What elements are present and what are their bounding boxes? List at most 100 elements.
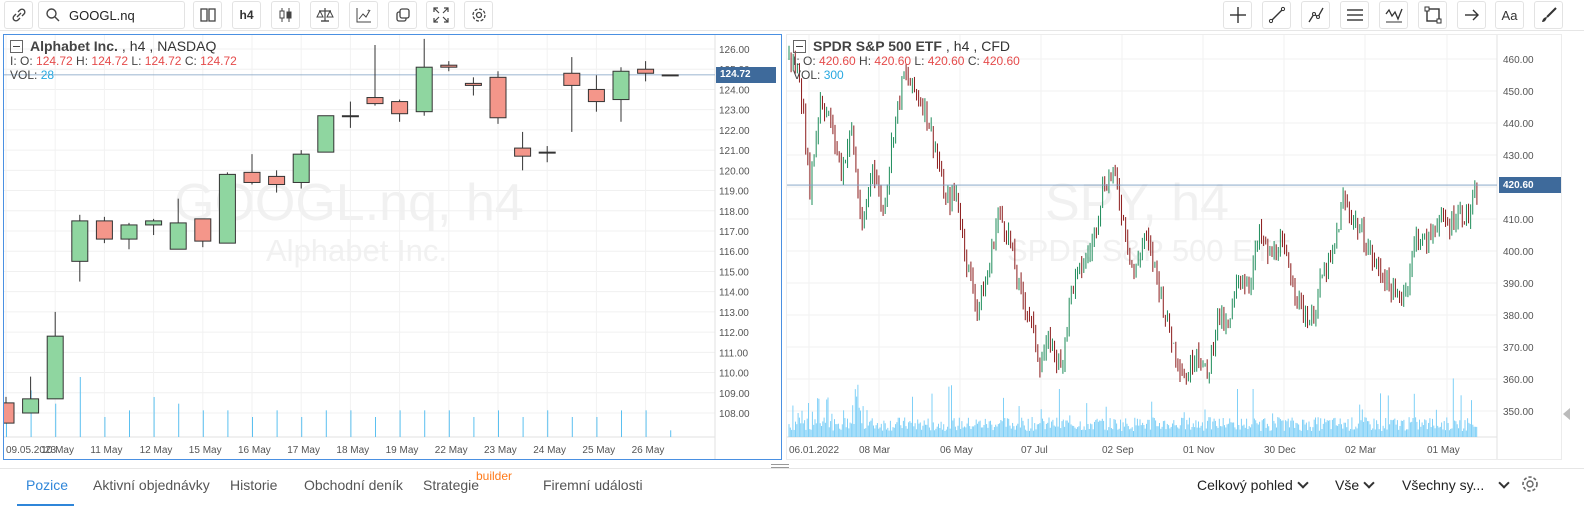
timeframe-button[interactable]: h4 <box>232 1 261 29</box>
candle-body <box>637 68 655 74</box>
timeframe-label: h4 <box>239 8 254 22</box>
shapes-icon[interactable] <box>388 1 417 29</box>
gear-icon[interactable] <box>1520 474 1540 494</box>
candle-body <box>366 97 384 105</box>
view-dropdown[interactable]: Celkový pohled <box>1197 476 1309 493</box>
symbol-search-field[interactable]: GOOGL.nq <box>38 1 185 29</box>
candle-series <box>788 45 1478 385</box>
y-tick-label: 460.00 <box>1503 55 1534 66</box>
y-tick-label: 112.00 <box>719 328 749 339</box>
x-tick-label: 18 May <box>336 445 369 456</box>
collapse-icon[interactable] <box>10 39 23 53</box>
scale-icon[interactable] <box>310 1 339 29</box>
arrow-icon[interactable] <box>1457 1 1486 29</box>
candle-body <box>95 220 113 240</box>
x-tick-label: 08 Mar <box>859 445 891 456</box>
exchange: CFD <box>981 38 1011 54</box>
rect-icon[interactable] <box>1418 1 1447 29</box>
y-tick-label: 115.00 <box>719 267 749 278</box>
brush-icon[interactable] <box>1534 1 1563 29</box>
chevron-down-icon <box>1363 476 1375 489</box>
y-tick-label: 450.00 <box>1503 87 1534 98</box>
indicator-icon[interactable]: + <box>349 1 378 29</box>
candlestick-chart-spy[interactable]: 460.00450.00440.00430.00420.00410.00400.… <box>787 35 1561 459</box>
panel-resize-handle[interactable] <box>771 464 789 469</box>
x-tick-label: 02 Sep <box>1102 445 1134 456</box>
candlestick-chart-alphabet[interactable]: 126.00125.00124.00123.00122.00121.00120.… <box>4 35 781 459</box>
candle-body <box>22 398 40 414</box>
y-tick-label: 113.00 <box>719 308 749 319</box>
x-tick-label: 25 May <box>582 445 615 456</box>
line-icon[interactable] <box>1262 1 1291 29</box>
ohlc-readout: I: O: 420.60 H: 420.60 L: 420.60 C: 420.… <box>793 54 1020 68</box>
trend-icon[interactable] <box>1301 1 1330 29</box>
view-dropdown-label: Celkový pohled <box>1197 477 1293 493</box>
candle-body <box>341 115 359 118</box>
symbols-dropdown-label: Všechny sy... <box>1402 477 1485 493</box>
candle-body <box>317 115 335 153</box>
tab-strategie[interactable]: Strategie <box>423 477 480 493</box>
fullscreen-icon[interactable] <box>426 1 455 29</box>
filter-dropdown[interactable]: Vše <box>1335 476 1375 493</box>
x-tick-label: 23 May <box>484 445 517 456</box>
symbols-dropdown[interactable]: Všechny sy... <box>1402 476 1510 493</box>
y-tick-label: 117.00 <box>719 227 749 238</box>
candle-body <box>661 74 679 77</box>
last-price-label: 420.60 <box>1499 177 1561 194</box>
y-tick-label: 119.00 <box>719 187 749 198</box>
link-icon[interactable] <box>4 1 33 29</box>
x-tick-label: 10 May <box>41 445 74 456</box>
candles-icon[interactable] <box>271 1 300 29</box>
x-tick-label: 06 May <box>940 445 973 456</box>
watermark-symbol: SPY, h4 <box>1045 174 1230 232</box>
chart-panel-alphabet[interactable]: GOOGL.nq, h4 Alphabet Inc. 126.00125.001… <box>3 34 782 460</box>
x-tick-label: 19 May <box>386 445 419 456</box>
x-tick-label: 01 Nov <box>1183 445 1215 456</box>
chevron-down-icon <box>1297 476 1309 489</box>
y-tick-label: 400.00 <box>1503 247 1534 258</box>
y-tick-label: 360.00 <box>1503 375 1534 386</box>
chart-legend: Alphabet Inc., h4, NASDAQ I: O: 124.72 H… <box>10 38 237 82</box>
y-tick-label: 116.00 <box>719 247 749 258</box>
y-tick-label: 120.00 <box>719 166 750 177</box>
candle-body <box>464 82 482 86</box>
candle-body <box>169 222 187 250</box>
top-toolbar: GOOGL.nq h4 + Aa <box>0 0 1584 31</box>
y-tick-label: 122.00 <box>719 126 750 137</box>
x-tick-label: 16 May <box>238 445 271 456</box>
timeframe: h4 <box>953 38 970 54</box>
crosshair-icon[interactable] <box>1223 1 1252 29</box>
pattern-icon[interactable] <box>1379 1 1408 29</box>
x-tick-label: 01 May <box>1427 445 1460 456</box>
tab-historie[interactable]: Historie <box>230 477 278 493</box>
tab-pozice[interactable]: Pozice <box>26 477 69 493</box>
tab-obchodni-denik[interactable]: Obchodní deník <box>304 477 403 493</box>
search-icon <box>46 8 60 22</box>
x-tick-label: 17 May <box>287 445 320 456</box>
x-tick-label: 24 May <box>533 445 566 456</box>
candle-body <box>440 64 458 68</box>
candle-body <box>563 72 581 86</box>
candle-body <box>71 220 89 262</box>
last-price-label: 124.72 <box>716 66 776 83</box>
y-tick-label: 121.00 <box>719 146 750 157</box>
y-tick-label: 126.00 <box>719 45 750 56</box>
layout-icon[interactable] <box>193 1 222 29</box>
fib-icon[interactable] <box>1340 1 1369 29</box>
text-icon[interactable]: Aa <box>1495 1 1524 29</box>
tab-firemni-udalosti[interactable]: Firemní události <box>543 477 643 493</box>
scroll-left-arrow-icon[interactable] <box>1563 408 1570 420</box>
collapse-icon[interactable] <box>793 39 806 53</box>
y-tick-label: 440.00 <box>1503 119 1534 130</box>
candle-body <box>292 153 310 183</box>
y-tick-label: 380.00 <box>1503 311 1534 322</box>
chart-panel-spy[interactable]: SPY, h4 SPDR S&P 500 ETF 460.00 450.00 440… <box>786 34 1562 460</box>
gear-icon[interactable] <box>464 1 493 29</box>
timeframe: h4 <box>129 38 146 54</box>
tab-aktivni-objednavky[interactable]: Aktivní objednávky <box>93 477 210 493</box>
instrument-name: SPDR S&P 500 ETF <box>813 38 942 54</box>
x-tick-label: 26 May <box>632 445 665 456</box>
symbol-value: GOOGL.nq <box>69 8 135 23</box>
builder-badge: builder <box>476 469 513 483</box>
x-tick-label: 02 Mar <box>1345 445 1377 456</box>
